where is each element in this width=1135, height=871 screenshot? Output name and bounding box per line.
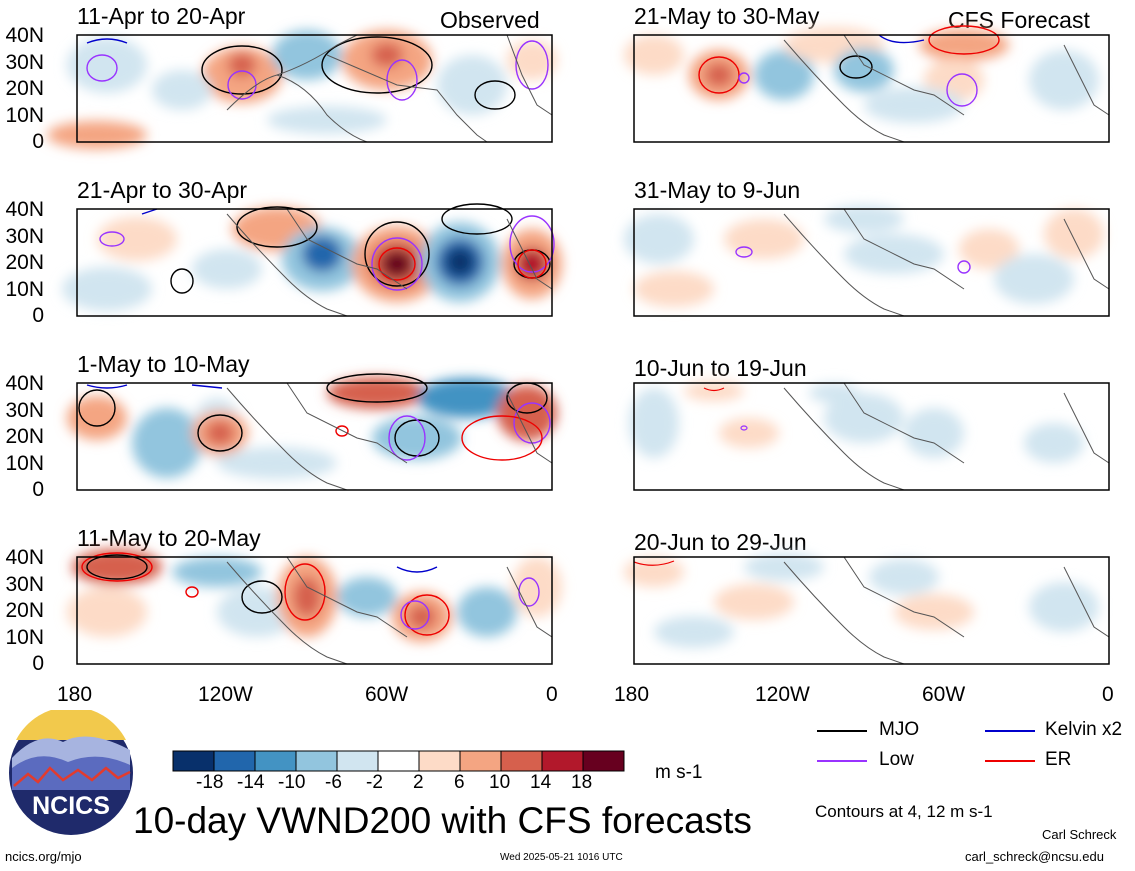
colorbar-tick: 18: [571, 772, 593, 793]
url-label: ncics.org/mjo: [5, 849, 82, 864]
y-tick: 20N: [5, 77, 44, 100]
x-tick: 120W: [755, 683, 810, 706]
x-tick: 60W: [922, 683, 966, 706]
colorbar-tick: -6: [325, 772, 342, 793]
colorbar-box: [336, 750, 379, 772]
observed-label: Observed: [440, 7, 540, 33]
units-label: m s-1: [655, 762, 703, 783]
legend-line-low: [817, 760, 867, 762]
colorbar-box: [541, 750, 584, 772]
timestamp-label: Wed 2025-05-21 1016 UTC: [500, 852, 623, 863]
y-tick: 20N: [5, 425, 44, 448]
y-tick: 30N: [5, 51, 44, 74]
map-panel-l0: [47, 30, 557, 149]
panel-title-l2: 1-May to 10-May: [77, 351, 250, 377]
y-tick: 20N: [5, 599, 44, 622]
colorbar-box: [500, 750, 543, 772]
panel-title-r3: 20-Jun to 29-Jun: [634, 529, 807, 555]
map-panels: [47, 25, 1110, 665]
legend-line-er: [985, 760, 1035, 762]
contour-note: Contours at 4, 12 m s-1: [815, 802, 993, 821]
x-tick: 0: [546, 683, 558, 706]
y-tick: 0: [32, 130, 44, 153]
cfs-forecast-label: CFS Forecast: [948, 7, 1090, 33]
y-tick: 0: [32, 304, 44, 327]
y-tick: 30N: [5, 399, 44, 422]
main-title: 10-day VWND200 with CFS forecasts: [133, 800, 752, 841]
x-tick: 0: [1102, 683, 1114, 706]
map-panel-r3: [624, 553, 1110, 665]
y-tick: 0: [32, 652, 44, 675]
panel-title-r2: 10-Jun to 19-Jun: [634, 355, 807, 381]
map-panel-r1: [624, 205, 1110, 317]
colorbar-box: [582, 750, 625, 772]
colorbar-box: [172, 750, 215, 772]
ncics-logo: NCICS: [9, 710, 133, 835]
legend-label-mjo: MJO: [879, 719, 920, 740]
x-tick: 120W: [198, 683, 253, 706]
panel-title-l3: 11-May to 20-May: [77, 525, 261, 551]
x-tick: 60W: [365, 683, 409, 706]
panel-title-r1: 31-May to 9-Jun: [634, 177, 801, 203]
colorbar-box: [418, 750, 461, 772]
colorbar-tick: 10: [489, 772, 511, 793]
x-tick: 180: [614, 683, 650, 706]
panel-title-l1: 21-Apr to 30-Apr: [77, 177, 248, 203]
legend-label-er: ER: [1045, 749, 1072, 770]
colorbar: [172, 750, 625, 772]
author-label: Carl Schreck: [1042, 827, 1117, 842]
colorbar-tick: -18: [196, 772, 224, 793]
colorbar-tick: 14: [530, 772, 552, 793]
colorbar-tick: -14: [237, 772, 265, 793]
y-tick: 30N: [5, 225, 44, 248]
y-tick: 40N: [5, 24, 44, 47]
panel-title-r0: 21-May to 30-May: [634, 3, 820, 29]
y-tick: 10N: [5, 626, 44, 649]
x-tick: 180: [57, 683, 93, 706]
y-tick: 40N: [5, 198, 44, 221]
logo-text: NCICS: [32, 792, 110, 820]
panel-title-l0: 11-Apr to 20-Apr: [77, 3, 246, 29]
colorbar-tick: -2: [366, 772, 383, 793]
y-tick: 40N: [5, 546, 44, 569]
legend-label-kelvin: Kelvin x2: [1045, 719, 1123, 740]
colorbar-tick: -10: [278, 772, 306, 793]
map-panel-r2: [629, 381, 1110, 491]
map-panel-r0: [624, 25, 1110, 143]
y-tick: 10N: [5, 452, 44, 475]
y-tick: 10N: [5, 104, 44, 127]
colorbar-tick: 6: [454, 772, 465, 793]
colorbar-box: [459, 750, 502, 772]
map-panel-l3: [67, 549, 562, 665]
y-tick: 40N: [5, 372, 44, 395]
colorbar-box: [295, 750, 338, 772]
legend-line-mjo: [817, 730, 867, 732]
y-tick: 10N: [5, 278, 44, 301]
map-panel-l2: [67, 373, 557, 491]
colorbar-tick: 2: [413, 772, 424, 793]
map-panel-l1: [62, 203, 562, 317]
colorbar-box: [213, 750, 256, 772]
legend-line-kelvin: [985, 730, 1035, 732]
colorbar-box: [254, 750, 297, 772]
y-tick: 30N: [5, 573, 44, 596]
email-label: carl_schreck@ncsu.edu: [965, 849, 1104, 864]
colorbar-box: [377, 750, 420, 772]
legend-label-low: Low: [879, 749, 914, 770]
y-tick: 0: [32, 478, 44, 501]
y-tick: 20N: [5, 251, 44, 274]
